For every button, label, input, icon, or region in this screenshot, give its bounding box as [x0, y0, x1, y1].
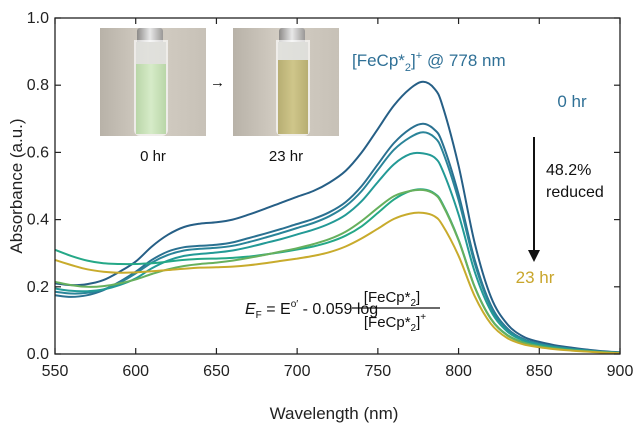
- y-tick-label: 0.4: [27, 212, 49, 229]
- eq-lhs: E: [245, 301, 256, 318]
- x-tick-label: 750: [365, 363, 392, 380]
- y-axis-label: Absorbance (a.u.): [7, 118, 26, 253]
- eq-denominator: [FeCp*: [364, 314, 411, 331]
- peak-bracket: ]: [411, 51, 416, 70]
- vial-cap: [279, 28, 305, 42]
- eq-den-sup: +: [420, 312, 426, 323]
- eq-numerator: [FeCp*: [364, 289, 411, 306]
- start-time-label: 0 hr: [557, 92, 587, 111]
- x-tick-label: 850: [526, 363, 553, 380]
- peak-annotation: [FeCp*2]+ @ 778 nm: [352, 50, 506, 74]
- y-tick-label: 1.0: [27, 10, 49, 27]
- photo-label-23hr: 23 hr: [268, 148, 304, 165]
- series-group: [54, 80, 621, 355]
- spectrum-line-2: [54, 131, 621, 354]
- vial-23hr: [276, 40, 310, 136]
- svg-text:EF = Eo′ - 0.059 log: EF = Eo′ - 0.059 log: [245, 299, 378, 321]
- peak-subscript: 2: [405, 62, 411, 74]
- plot-frame: [54, 17, 621, 355]
- y-tick-label: 0.8: [27, 77, 49, 94]
- spectrum-line-5: [54, 188, 621, 354]
- peak-superscript: +: [416, 50, 422, 62]
- eq-mid-sup: o′: [291, 299, 299, 310]
- eq-den-sub: 2: [411, 323, 417, 334]
- photo-label-0hr: 0 hr: [140, 148, 166, 165]
- svg-text:[FeCp*2]: [FeCp*2]: [364, 289, 420, 309]
- nernst-equation: EF = Eo′ - 0.059 log [FeCp*2] [FeCp*2]+: [245, 289, 440, 334]
- x-tick-label: 550: [42, 363, 69, 380]
- x-axis-label: Wavelength (nm): [270, 404, 399, 423]
- x-tick-label: 600: [122, 363, 149, 380]
- y-tick-label: 0.0: [27, 346, 49, 363]
- percent-label: 48.2%: [546, 162, 591, 179]
- eq-mid: = E: [262, 301, 291, 318]
- vial-0hr: [134, 40, 168, 136]
- vial-photo-23hr: [233, 28, 339, 136]
- solution-0hr: [136, 64, 166, 134]
- x-tick-label: 650: [203, 363, 230, 380]
- eq-lhs-sub: F: [256, 310, 262, 321]
- solution-23hr: [278, 60, 308, 134]
- x-tick-label: 900: [607, 363, 634, 380]
- x-tick-label: 700: [284, 363, 311, 380]
- eq-num-sub: 2: [410, 298, 416, 309]
- peak-species: [FeCp*: [352, 51, 405, 70]
- svg-text:[FeCp*2]+: [FeCp*2]+: [364, 312, 426, 334]
- spectrum-line-6: [54, 211, 621, 355]
- reduced-label: reduced: [546, 184, 604, 201]
- eq-rhs: - 0.059 log: [298, 301, 378, 318]
- arrow-down-icon: [528, 137, 540, 262]
- vial-cap: [137, 28, 163, 42]
- y-tick-label: 0.2: [27, 279, 49, 296]
- vial-photo-0hr: [100, 28, 206, 136]
- x-tick-label: 800: [445, 363, 472, 380]
- eq-den-bracket: ]: [416, 314, 420, 331]
- arrow-right-icon: →: [210, 74, 225, 91]
- y-tick-label: 0.6: [27, 144, 49, 161]
- peak-wavelength: @ 778 nm: [422, 51, 505, 70]
- eq-num-bracket: ]: [416, 289, 420, 306]
- end-time-label: 23 hr: [516, 268, 555, 287]
- spectrum-line-3: [54, 151, 621, 354]
- spectrum-line-0: [54, 80, 621, 354]
